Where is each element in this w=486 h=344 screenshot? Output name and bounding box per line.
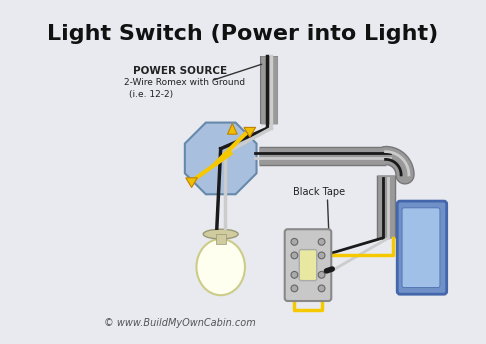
Polygon shape — [244, 127, 256, 137]
Polygon shape — [227, 123, 237, 134]
Polygon shape — [185, 122, 257, 194]
Circle shape — [318, 285, 325, 292]
Text: (i.e. 12-2): (i.e. 12-2) — [128, 90, 173, 99]
Circle shape — [291, 271, 298, 278]
Text: Black Tape: Black Tape — [294, 187, 346, 197]
FancyBboxPatch shape — [4, 2, 482, 342]
FancyBboxPatch shape — [299, 250, 317, 281]
FancyBboxPatch shape — [285, 229, 331, 301]
Circle shape — [291, 285, 298, 292]
Circle shape — [318, 252, 325, 259]
Bar — [216, 234, 226, 244]
Circle shape — [291, 252, 298, 259]
Ellipse shape — [203, 229, 238, 239]
Circle shape — [318, 271, 325, 278]
Circle shape — [291, 238, 298, 245]
Text: POWER SOURCE: POWER SOURCE — [133, 66, 227, 76]
FancyBboxPatch shape — [402, 208, 440, 288]
Ellipse shape — [196, 239, 245, 295]
Circle shape — [318, 238, 325, 245]
Polygon shape — [186, 178, 197, 187]
Text: 2-Wire Romex with Ground: 2-Wire Romex with Ground — [124, 78, 245, 87]
FancyBboxPatch shape — [397, 201, 447, 294]
Text: Light Switch (Power into Light): Light Switch (Power into Light) — [47, 24, 439, 44]
Text: © www.BuildMyOwnCabin.com: © www.BuildMyOwnCabin.com — [104, 318, 256, 328]
